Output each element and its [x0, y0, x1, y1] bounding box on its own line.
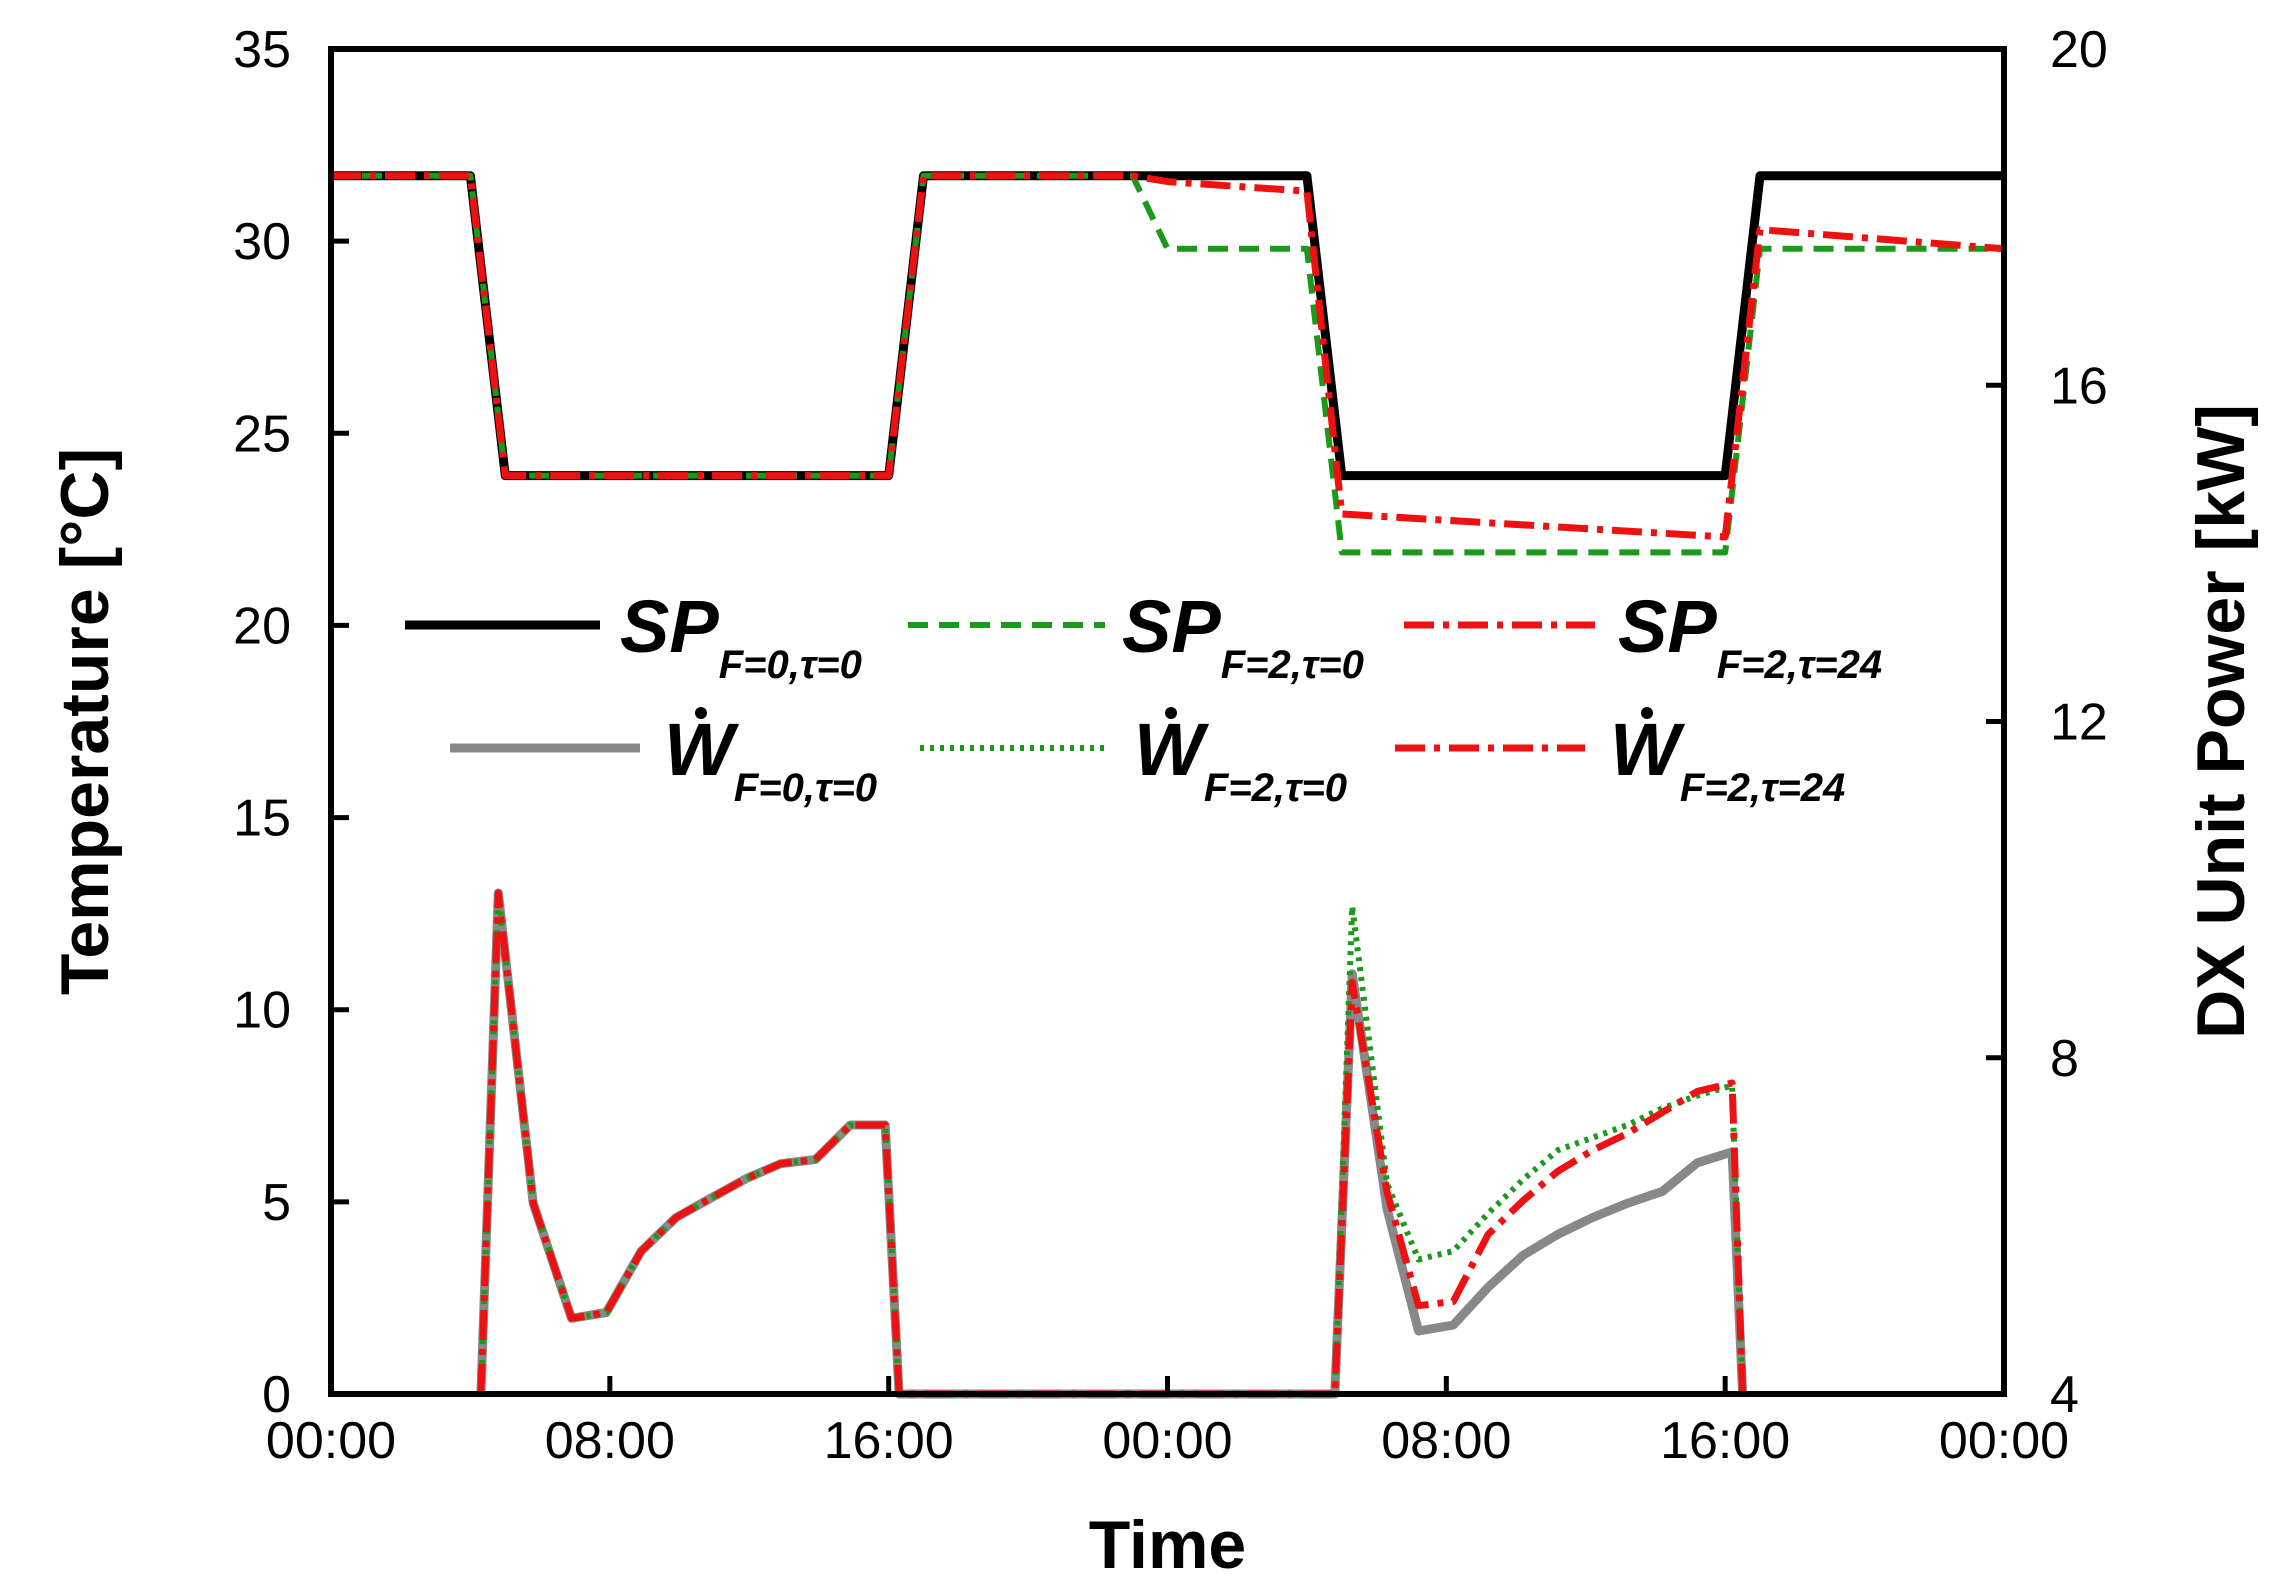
legend-label-sp_f2_t24: SPF=2,τ=24: [1618, 585, 1882, 687]
y-axis-title: Temperature [°C]: [47, 448, 123, 995]
y2-tick-label: 8: [2050, 1030, 2079, 1088]
y-tick-label: 15: [233, 790, 291, 848]
legend-dot-icon: [1165, 707, 1177, 719]
series-line-sp_f2_t24: [331, 172, 2005, 541]
y-tick-label: 35: [233, 21, 291, 79]
legend-label-sp_f2_t0: SPF=2,τ=0: [1122, 585, 1364, 687]
x-tick-label: 08:00: [1381, 1412, 1511, 1470]
x-tick-label: 08:00: [545, 1412, 675, 1470]
x-axis-title: Time: [1089, 1507, 1246, 1583]
series-line-sp_f0_t0: [331, 171, 2004, 481]
y-tick-label: 0: [262, 1366, 291, 1424]
legend-label-w_f2_t24: WF=2,τ=24: [1610, 708, 1845, 810]
y-tick-label: 5: [262, 1174, 291, 1232]
legend: SPF=0,τ=0 SPF=2,τ=0 SPF=2,τ=24 WF=0,τ=0 WF=2…: [405, 585, 1882, 810]
x-tick-label: 16:00: [1660, 1412, 1790, 1470]
legend-label-w_f2_t0: WF=2,τ=0: [1134, 708, 1347, 810]
legend-label-sp_f0_t0: SPF=0,τ=0: [620, 585, 862, 687]
y-tick-label: 20: [233, 597, 291, 655]
legend-dot-icon: [1641, 707, 1653, 719]
y2-tick-label: 16: [2050, 357, 2108, 415]
series-line-w_f2_t0: [477, 890, 1746, 1397]
x-tick-label: 00:00: [1939, 1412, 2069, 1470]
y-tick-label: 10: [233, 982, 291, 1040]
series-line-w_f2_t24: [477, 889, 1747, 1398]
y2-tick-label: 20: [2050, 21, 2108, 79]
y-tick-label: 25: [233, 405, 291, 463]
y2-tick-label: 4: [2050, 1366, 2079, 1424]
x-tick-label: 16:00: [824, 1412, 954, 1470]
x-tick-label: 00:00: [1102, 1412, 1232, 1470]
y2-axis-title: DX Unit Power [kW]: [2183, 404, 2259, 1039]
legend-label-w_f0_t0: WF=0,τ=0: [664, 708, 877, 810]
x-tick-label: 00:00: [266, 1412, 396, 1470]
y-tick-label: 30: [233, 213, 291, 271]
y2-tick-label: 12: [2050, 694, 2108, 752]
ticks-layer: 00:00 08:00 16:00 00:00 08:00 16:00 00:0005101…: [233, 21, 2108, 1470]
legend-dot-icon: [695, 707, 707, 719]
series-line-w_f0_t0: [476, 888, 1748, 1399]
